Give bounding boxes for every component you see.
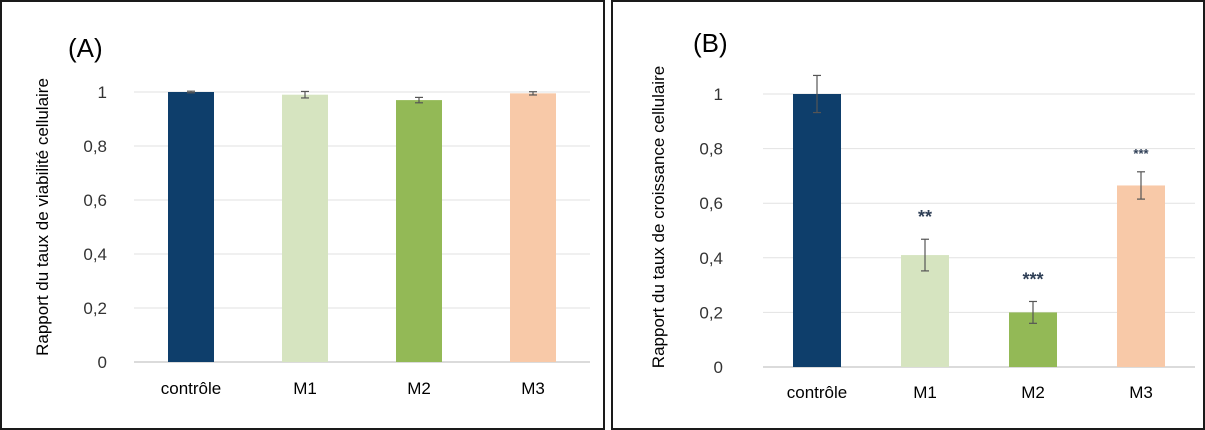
error-bar-a-2	[301, 90, 309, 99]
error-bar-b-4	[1137, 171, 1145, 200]
bar-b-4	[1117, 185, 1165, 367]
y-tick-label-a: 0,8	[83, 137, 107, 156]
significance-marker-b-4: ***	[1133, 146, 1149, 161]
category-label-b-4: M3	[1129, 383, 1153, 402]
y-tick-label-b: 1	[714, 85, 723, 104]
bar-a-1	[168, 92, 214, 362]
chart-panel-a: (A) Rapport du taux de viabilité cellula…	[0, 0, 605, 430]
significance-marker-b-3: ***	[1022, 269, 1043, 289]
bar-b-1	[793, 94, 841, 367]
y-tick-label-b: 0,8	[699, 140, 723, 159]
error-bar-a-1	[187, 90, 195, 94]
chart-panel-b: (B) Rapport du taux de croissance cellul…	[611, 0, 1205, 430]
y-axis-label-b: Rapport du taux de croissance cellulaire	[649, 66, 668, 368]
plot-area-a: 0 0,2 0,4 0,6 0,8 1 contrôle M1 M2 M3	[83, 83, 590, 398]
plot-area-b: 0 0,2 0,4 0,6 0,8 1 contrôle ** M1 *** M2 *** M3	[699, 74, 1195, 402]
error-bar-b-1	[813, 74, 821, 114]
y-tick-label-a: 0,4	[83, 245, 107, 264]
category-label-b-2: M1	[913, 383, 937, 402]
y-tick-label-b: 0,4	[699, 249, 723, 268]
error-bar-b-3	[1029, 300, 1037, 324]
chart-b-svg: (B) Rapport du taux de croissance cellul…	[649, 28, 1195, 402]
y-tick-label-a: 0	[98, 353, 107, 372]
category-label-b-3: M2	[1021, 383, 1045, 402]
y-tick-label-b: 0,6	[699, 194, 723, 213]
y-axis-label-a: Rapport du taux de viabilité cellulaire	[33, 78, 52, 356]
category-label-b-1: contrôle	[787, 383, 847, 402]
category-label-a-3: M2	[407, 379, 431, 398]
bar-a-2	[282, 94, 328, 362]
panel-label-b: (B)	[693, 28, 728, 58]
y-tick-label-a: 1	[98, 83, 107, 102]
error-bar-a-4	[529, 91, 537, 96]
y-tick-label-b: 0	[714, 358, 723, 377]
significance-marker-b-2: **	[918, 207, 932, 227]
y-tick-label-a: 0,6	[83, 191, 107, 210]
category-label-a-1: contrôle	[161, 379, 221, 398]
panel-label-a: (A)	[68, 33, 103, 63]
chart-a-svg: (A) Rapport du taux de viabilité cellula…	[33, 33, 590, 398]
y-tick-label-b: 0,2	[699, 303, 723, 322]
error-bar-b-2	[921, 238, 929, 272]
bar-b-2	[901, 255, 949, 367]
error-bar-a-3	[415, 96, 423, 104]
category-label-a-2: M1	[293, 379, 317, 398]
bar-a-4	[510, 93, 556, 362]
y-tick-label-a: 0,2	[83, 299, 107, 318]
bar-a-3	[396, 100, 442, 362]
category-label-a-4: M3	[521, 379, 545, 398]
